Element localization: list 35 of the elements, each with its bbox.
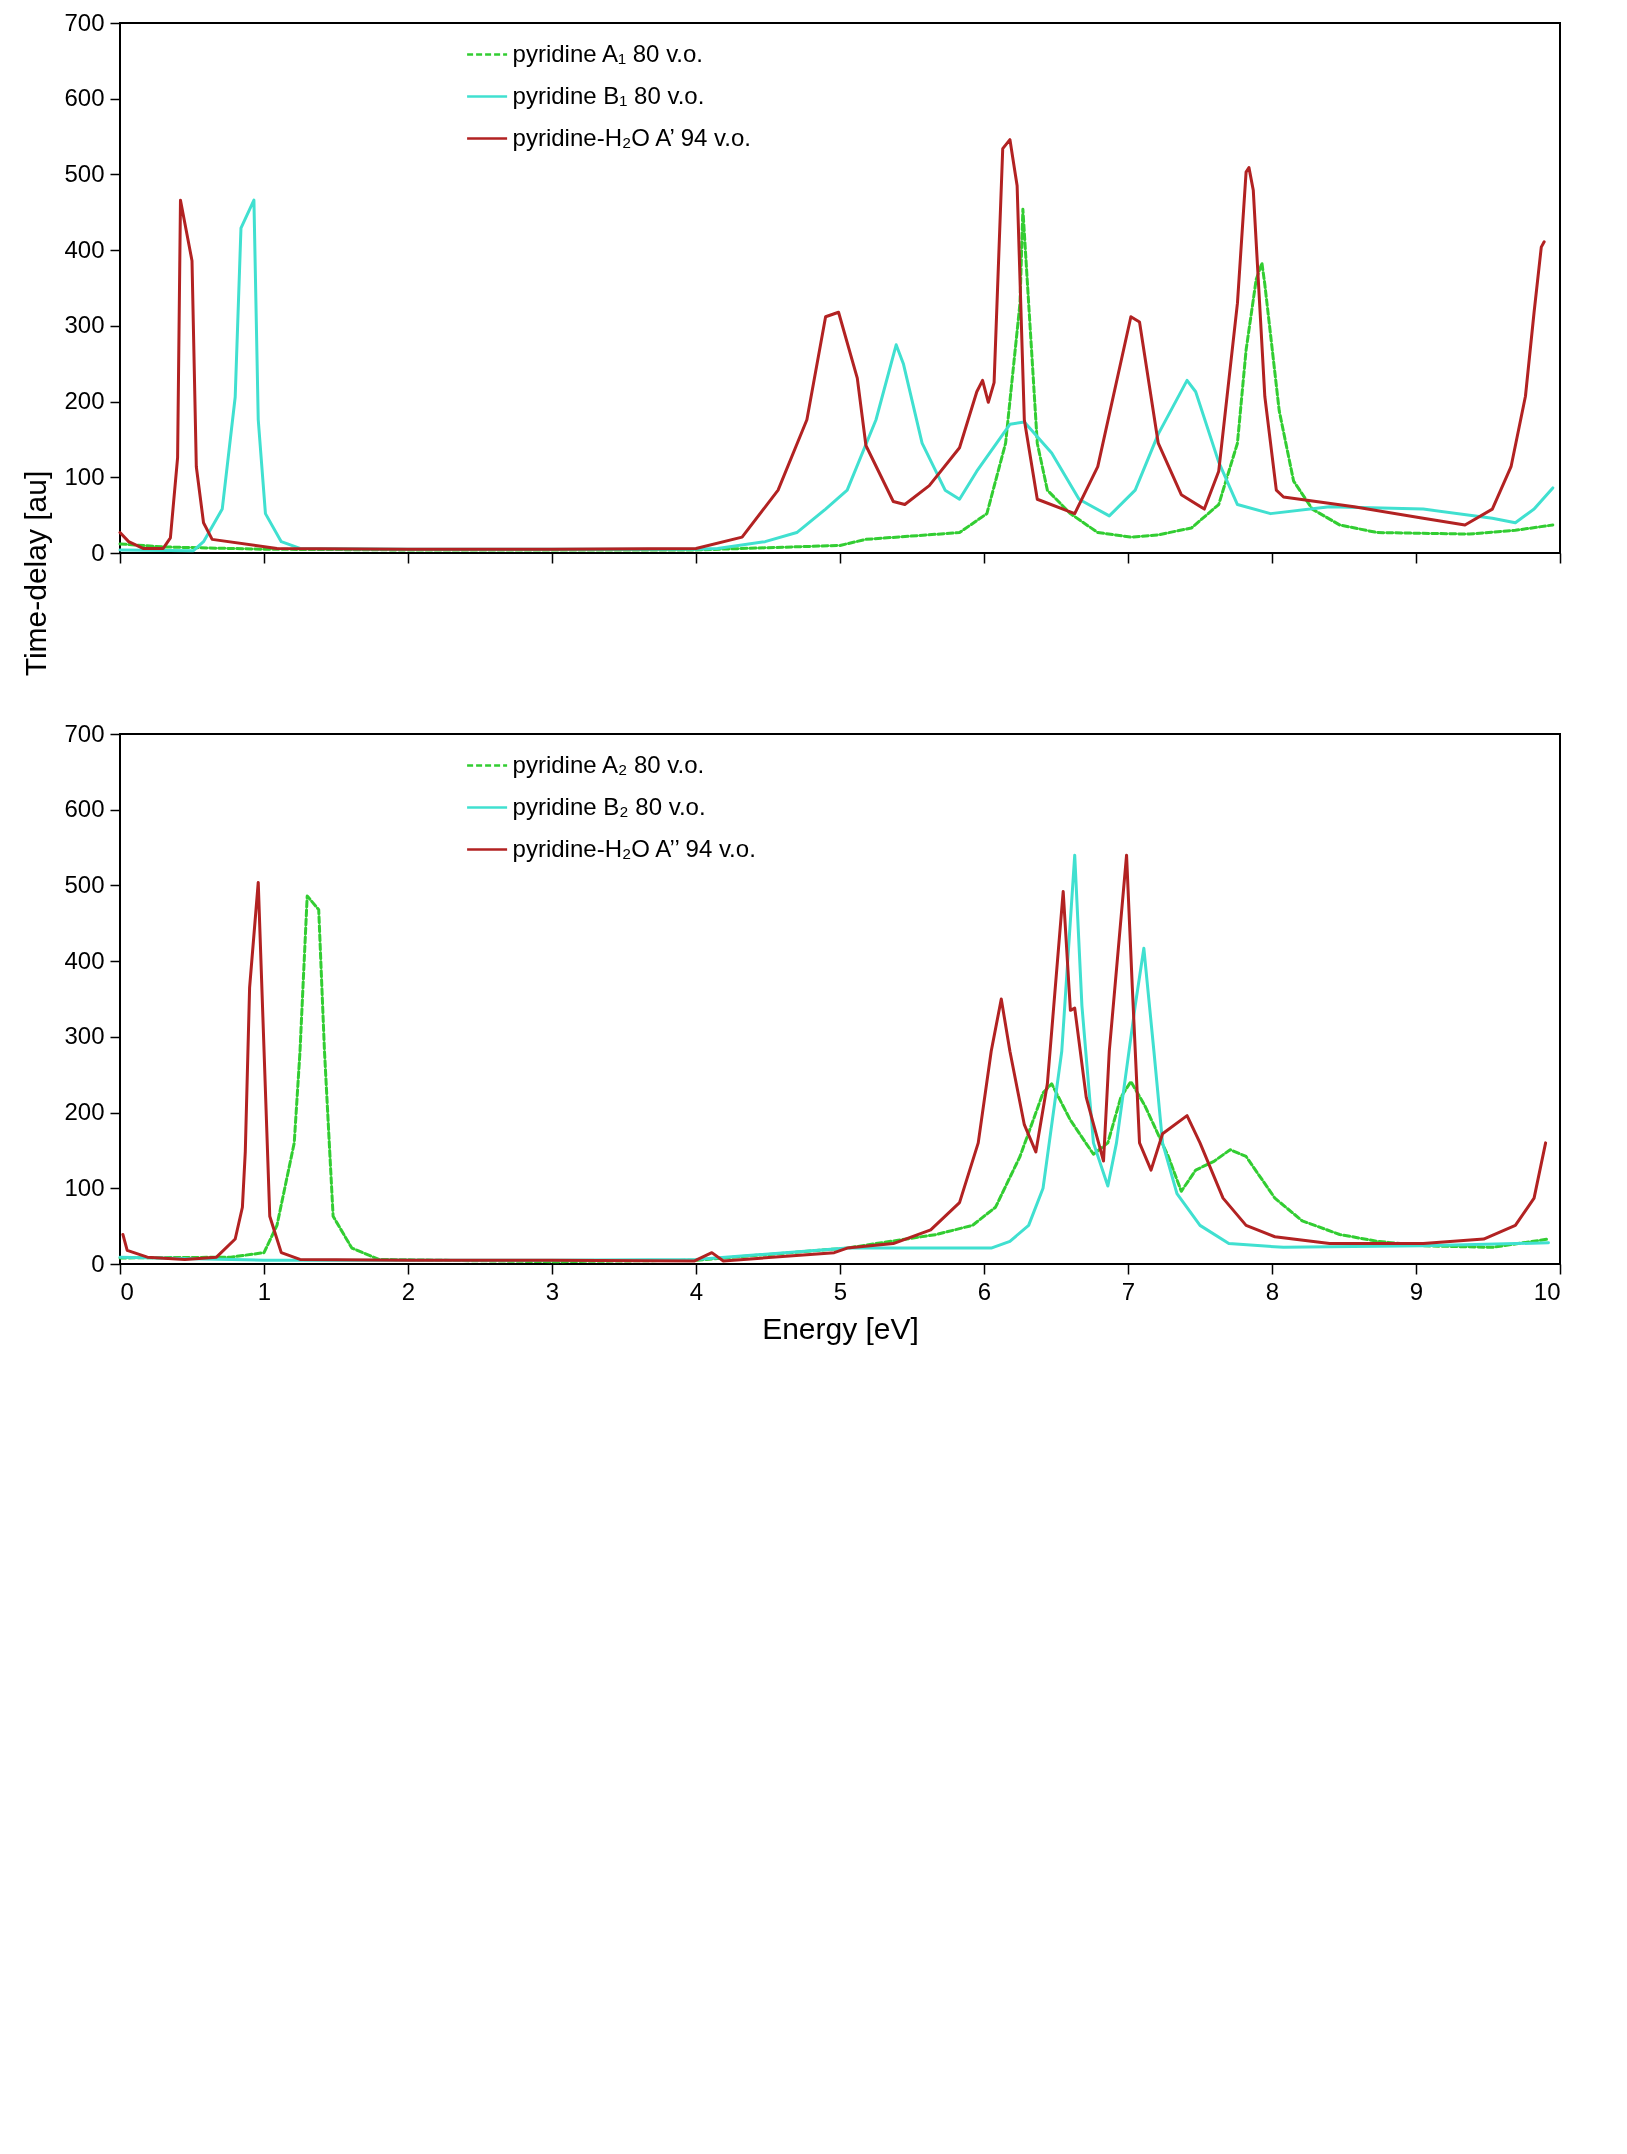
x-tick-label: 2 — [401, 1277, 416, 1305]
y-tick-label: 600 — [64, 795, 105, 823]
legend-label: pyridine-H₂O A’ 94 v.o. — [512, 123, 751, 151]
x-axis-title: Energy [eV] — [762, 1311, 919, 1345]
x-tick-label: 3 — [545, 1277, 560, 1305]
x-tick-label: 10 — [1533, 1277, 1561, 1305]
y-tick-label: 700 — [64, 8, 105, 36]
x-tick-label: 9 — [1409, 1277, 1424, 1305]
legend-label: pyridine B₁ 80 v.o. — [512, 81, 705, 109]
y-tick-label: 400 — [64, 235, 105, 263]
y-tick-label: 300 — [64, 311, 105, 339]
legend-label: pyridine A₂ 80 v.o. — [512, 750, 705, 778]
legend-label: pyridine B₂ 80 v.o. — [512, 792, 706, 820]
legend-label: pyridine A₁ 80 v.o. — [512, 39, 704, 67]
y-tick-label: 200 — [64, 387, 105, 415]
x-tick-label: 6 — [977, 1277, 992, 1305]
y-tick-label: 0 — [91, 538, 105, 566]
y-tick-label: 100 — [64, 1173, 105, 1201]
y-tick-label: 700 — [64, 719, 105, 747]
y-tick-label: 200 — [64, 1098, 105, 1126]
x-tick-label: 4 — [689, 1277, 704, 1305]
y-tick-label: 0 — [91, 1249, 105, 1277]
x-tick-label: 1 — [257, 1277, 272, 1305]
y-tick-label: 500 — [64, 870, 105, 898]
x-tick-label: 0 — [120, 1277, 134, 1305]
y-tick-label: 100 — [64, 462, 105, 490]
y-tick-label: 300 — [64, 1022, 105, 1050]
legend-label: pyridine-H₂O A’’ 94 v.o. — [512, 834, 756, 862]
y-tick-label: 600 — [64, 84, 105, 112]
y-axis-title: Time-delay [au] — [19, 470, 53, 677]
x-tick-label: 7 — [1121, 1277, 1136, 1305]
x-tick-label: 5 — [833, 1277, 848, 1305]
x-tick-label: 8 — [1265, 1277, 1280, 1305]
y-tick-label: 400 — [64, 946, 105, 974]
y-tick-label: 500 — [64, 159, 105, 187]
